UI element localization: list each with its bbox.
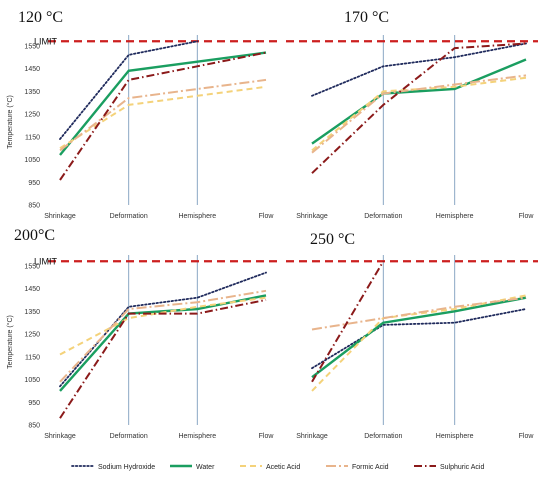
y-tick-label: 850	[28, 203, 40, 210]
panel-title: 250 °C	[310, 231, 355, 248]
y-tick-label: 1350	[24, 309, 40, 316]
y-tick-label: 1550	[24, 43, 40, 50]
x-category-label: Shrinkage	[44, 433, 76, 440]
series-line-sulphuric-acid	[311, 42, 527, 174]
y-tick-label: 1250	[24, 112, 40, 119]
x-category-label: Hemisphere	[436, 433, 474, 440]
legend-label: Sulphuric Acid	[440, 464, 484, 471]
panel-title: 200°C	[14, 227, 55, 244]
y-tick-label: 950	[28, 400, 40, 407]
legend-label: Water	[196, 464, 215, 471]
panel-title: 120 °C	[18, 9, 63, 26]
y-axis-label: Temperature (°C)	[6, 315, 14, 369]
y-tick-label: 950	[28, 180, 40, 187]
panel-title: 170 °C	[344, 9, 389, 26]
series-line-sodium-hydroxide	[311, 308, 527, 370]
series-line-acetic-acid	[59, 296, 267, 356]
series-line-formic-acid	[59, 78, 267, 152]
y-tick-label: 1250	[24, 332, 40, 339]
series-line-water	[59, 51, 267, 156]
limit-label: LIMIT	[34, 36, 58, 46]
y-tick-label: 850	[28, 423, 40, 430]
y-tick-label: 1450	[24, 286, 40, 293]
x-category-label: Shrinkage	[296, 433, 328, 440]
series-line-sodium-hydroxide	[59, 271, 267, 388]
legend-label: Formic Acid	[352, 464, 389, 471]
x-category-label: Shrinkage	[296, 213, 328, 220]
series-line-water	[311, 58, 527, 145]
series-line-formic-acid	[311, 296, 527, 331]
series-line-acetic-acid	[311, 294, 527, 392]
x-category-label: Deformation	[364, 213, 402, 220]
series-line-sulphuric-acid	[311, 260, 385, 383]
series-line-formic-acid	[59, 289, 267, 383]
series-line-water	[311, 296, 527, 379]
y-tick-label: 1450	[24, 66, 40, 73]
chart-panel-2: 170 °C Shrinkage Deformation Hemisphere Flow	[286, 9, 538, 220]
legend: Sodium Hydroxide Water Acetic Acid Formic A…	[71, 464, 484, 471]
x-category-label: Shrinkage	[44, 213, 76, 220]
chart-panel-4: 250 °C Shrinkage Deformation Hemisphere Flow	[286, 231, 538, 440]
y-tick-label: 1550	[24, 263, 40, 270]
x-category-label: Deformation	[110, 213, 148, 220]
x-category-label: Flow	[519, 213, 535, 220]
series-line-sulphuric-acid	[59, 51, 267, 181]
y-tick-label: 1150	[25, 354, 40, 361]
x-category-label: Hemisphere	[178, 433, 216, 440]
y-tick-label: 1150	[25, 134, 40, 141]
x-category-label: Flow	[259, 433, 275, 440]
y-tick-label: 1050	[24, 157, 40, 164]
y-axis-label: Temperature (°C)	[6, 95, 14, 149]
chart-panel-3: 200°C 850 950 1050 1150 1250 1350 1450 1550 Tempe…	[6, 227, 278, 440]
limit-label: LIMIT	[34, 256, 58, 266]
series-line-sodium-hydroxide	[311, 42, 527, 97]
x-category-label: Deformation	[364, 433, 402, 440]
series-line-sulphuric-acid	[59, 298, 267, 419]
series-line-acetic-acid	[59, 85, 267, 150]
series-line-sodium-hydroxide	[59, 40, 199, 140]
legend-label: Acetic Acid	[266, 464, 300, 471]
x-category-label: Hemisphere	[178, 213, 216, 220]
x-category-label: Flow	[519, 433, 535, 440]
chart-panel-1: 120 °C 850 950 1050 1150 1250 1350 1450 1550 Temp…	[6, 9, 278, 220]
x-category-label: Flow	[259, 213, 275, 220]
x-category-label: Hemisphere	[436, 213, 474, 220]
legend-label: Sodium Hydroxide	[98, 464, 155, 471]
series-line-formic-acid	[311, 74, 527, 154]
y-tick-label: 1350	[24, 89, 40, 96]
series-line-water	[59, 294, 267, 392]
series-line-acetic-acid	[311, 76, 527, 152]
x-category-label: Deformation	[110, 433, 148, 440]
y-tick-label: 1050	[24, 377, 40, 384]
